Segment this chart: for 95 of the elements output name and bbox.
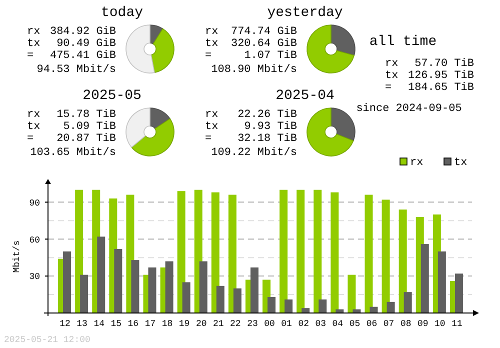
chart-title: yesterday [267,5,343,21]
text: = 184.65 TiB [385,82,474,94]
chart-title: 2025-04 [276,88,334,104]
bar [228,194,236,313]
x-tick-label: 11 [452,319,462,329]
bar [63,251,72,313]
bar [454,274,463,313]
legend-label: rx [410,157,424,169]
x-tick-label: 13 [76,319,88,329]
donut-slice [150,28,174,73]
bar [314,190,322,313]
bar [182,282,190,313]
text: all time [369,34,437,50]
bar [165,261,174,313]
donut-slice [126,24,155,74]
bar [364,194,373,313]
bar [284,299,293,313]
donut-slice [306,24,355,74]
text: tx 5.09 TiB [27,121,116,133]
bar [148,267,156,313]
text: tx 90.49 GiB [27,38,116,50]
bar [177,191,186,313]
donut-slice [126,108,150,148]
bar [348,274,356,313]
text: = 1.07 TiB [205,50,297,62]
bar [97,236,106,313]
chart-title: 2025-05 [82,88,142,104]
bar [216,286,224,313]
x-tick-label: 21 [212,319,224,329]
x-tick-label: 20 [196,319,207,329]
donut-slice [131,118,174,156]
x-tick-label: 23 [247,319,258,329]
bar [420,244,429,313]
bar [233,288,242,313]
bar [330,192,339,313]
text: rx 57.70 TiB [385,58,474,70]
x-tick-label: 10 [434,319,446,329]
y-tick-label: 90 [29,198,40,208]
text: rx 384.92 GiB [27,26,116,38]
text: = 32.18 TiB [205,133,297,145]
bar [438,251,446,313]
x-tick-label: 04 [332,319,344,329]
bar [131,260,140,313]
x-tick-label: 16 [128,319,139,329]
x-tick-label: 06 [366,319,378,329]
bar [199,261,208,313]
legend-label: tx [454,157,468,169]
text: tx 9.93 TiB [205,121,297,133]
x-tick-label: 15 [110,319,122,329]
text: = 20.87 TiB [27,133,116,145]
bar [302,308,310,313]
x-tick-label: 18 [162,319,173,329]
text: = 475.41 GiB [27,50,116,62]
bar [211,192,220,313]
text: 94.53 Mbit/s [36,64,116,76]
bar [250,267,258,313]
bar [280,190,288,313]
text: 108.90 Mbit/s [211,64,297,76]
bar [114,248,122,313]
bar [398,210,407,313]
text: rx 22.26 TiB [205,109,297,121]
x-tick-label: 07 [383,319,394,329]
donut-slice [306,108,354,156]
text: rx 15.78 TiB [27,109,116,121]
x-tick-label: 05 [349,319,360,329]
text: 109.22 Mbit/s [211,147,297,159]
x-tick-label: 22 [230,319,241,329]
y-tick-label: 60 [29,235,40,246]
bar [296,190,305,313]
x-tick-label: 08 [400,319,412,329]
x-tick-label: 12 [60,319,70,329]
bar [268,296,276,313]
text: since 2024-09-05 [356,103,462,115]
x-tick-label: 02 [298,319,310,329]
bar [318,299,327,313]
x-tick-label: 14 [94,319,105,329]
bar [80,274,88,313]
bar [382,200,390,313]
text: tx 320.64 GiB [205,38,298,50]
text: rx 774.74 GiB [205,26,298,38]
x-tick-label: 01 [281,319,292,329]
bar [404,292,412,313]
donut-slice [330,108,356,142]
x-tick-label: 00 [264,319,275,329]
text: 103.65 Mbit/s [30,147,116,159]
bar [386,302,395,313]
x-tick-label: 03 [315,319,326,329]
y-tick-label: 30 [29,272,40,282]
y-axis-title: Mbit/s [12,240,22,273]
x-tick-label: 17 [144,319,156,329]
x-tick-label: 19 [178,319,190,329]
chart-title: today [100,5,144,21]
x-tick-label: 09 [417,319,428,329]
text: tx 126.95 TiB [385,70,474,82]
donut-slice [330,24,356,56]
